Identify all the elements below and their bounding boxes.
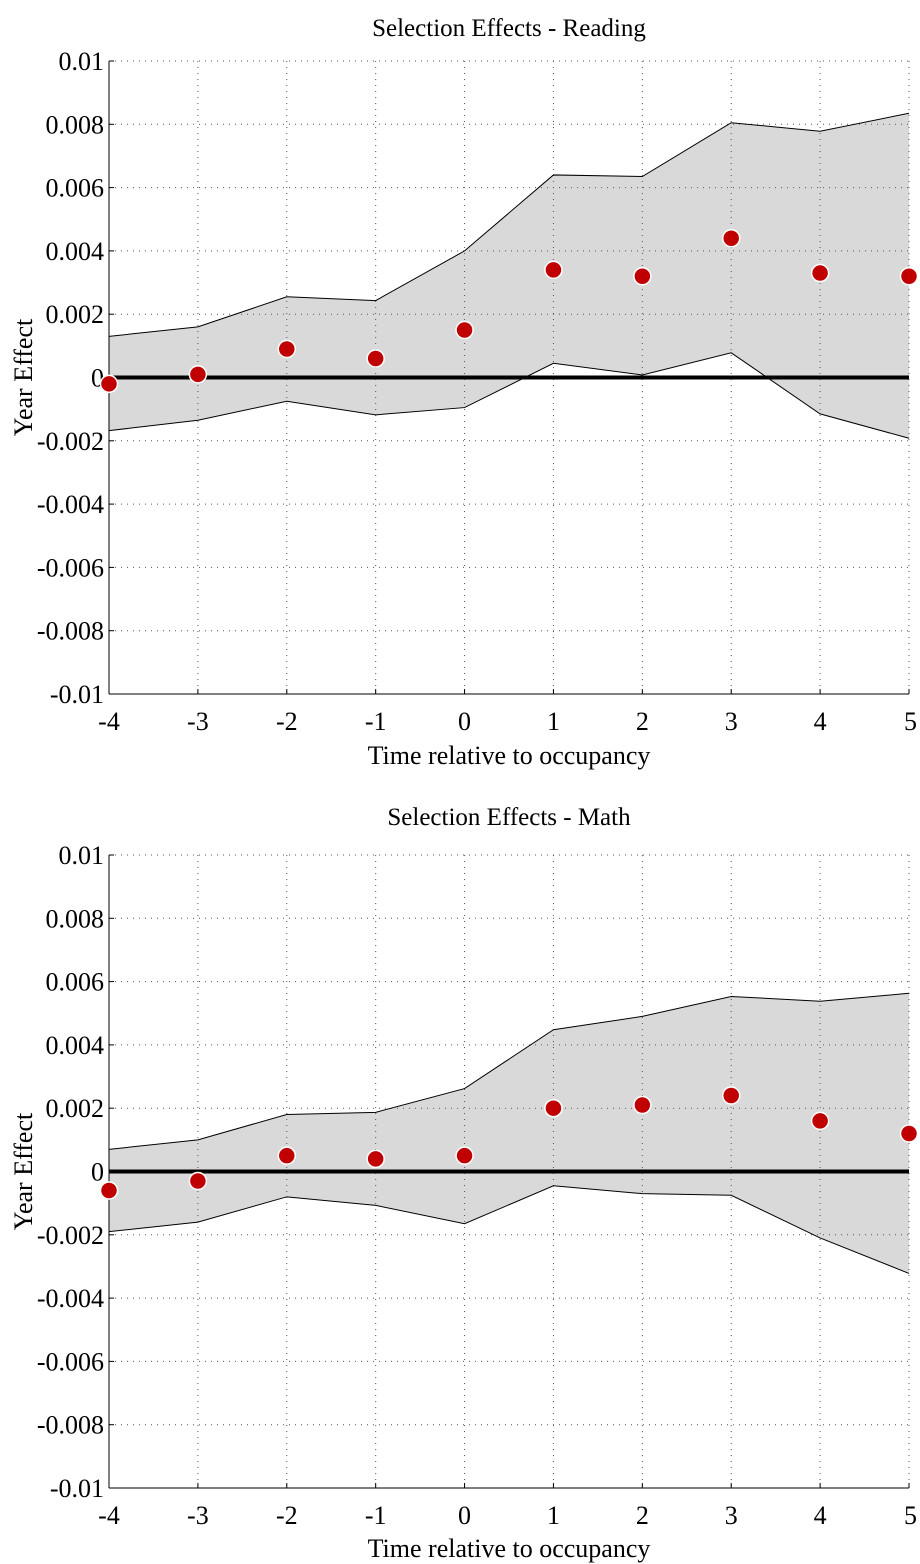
ci-lower-line [108,352,910,439]
data-point [455,1146,474,1165]
y-tick-label: -0.008 [37,617,104,646]
data-point [366,349,385,368]
x-tick-label: -2 [276,707,298,736]
x-axis-label: Time relative to occupancy [368,741,651,770]
y-tick-label: 0.01 [59,841,105,870]
data-point [99,374,119,394]
data-point [455,320,474,340]
data-point [366,1149,385,1169]
data-point [721,228,741,248]
y-tick-label: 0.008 [46,110,105,139]
y-tick-label: 0.008 [46,904,105,933]
data-point [899,266,919,286]
y-tick-label: 0.01 [59,47,105,76]
x-tick-label: 4 [814,707,827,736]
data-point [277,1146,297,1165]
y-axis-label: Year Effect [9,318,38,436]
confidence-band [109,993,909,1274]
y-tick-label: 0 [91,1158,104,1187]
data-point [544,260,563,280]
chart-reading: Selection Effects - Reading 0.01 0.008 0.00… [9,15,919,770]
x-tick-label: 5 [904,707,917,736]
y-tick-label: -0.002 [37,1221,104,1250]
data-point [188,365,208,384]
y-axis-label: Year Effect [9,1112,38,1230]
x-tick-label: -3 [187,1501,209,1530]
y-tick-label: -0.01 [50,680,104,709]
y-tick-label: -0.004 [37,490,104,519]
y-tick-label: 0.006 [46,968,105,997]
data-point [899,1124,919,1143]
data-point [99,1181,119,1200]
y-tick-label: 0.006 [46,174,105,203]
chart-title: Selection Effects - Math [387,804,631,831]
x-tick-label: 0 [458,707,471,736]
x-tick-label: -3 [187,707,209,736]
y-tick-label: 0.004 [46,1031,105,1060]
confidence-band [109,113,909,439]
data-point [810,263,830,283]
y-tick-label: 0.002 [46,1094,105,1123]
x-axis-label: Time relative to occupancy [368,1534,651,1563]
x-tick-label: 2 [636,707,649,736]
y-tick-label: 0.002 [46,300,105,329]
x-tick-label: -4 [98,707,120,736]
x-tick-label: -2 [276,1501,298,1530]
x-tick-label: -1 [365,707,387,736]
x-tick-label: 1 [547,1501,560,1530]
x-tick-label: 0 [458,1501,471,1530]
y-tick-label: -0.002 [37,427,104,456]
y-tick-label: -0.008 [37,1411,104,1440]
ci-lower-line [108,1185,910,1274]
data-point [633,266,652,286]
x-tick-label: 3 [725,707,738,736]
x-tick-label: 4 [814,1501,827,1530]
data-point [188,1171,208,1191]
data-point [721,1086,741,1105]
data-point [810,1111,830,1131]
data-point [544,1098,563,1118]
y-tick-label: -0.006 [37,553,104,582]
y-tick-label: -0.01 [50,1474,104,1503]
x-tick-label: -1 [365,1501,387,1530]
ci-upper-line [108,992,910,1150]
chart-math: Selection Effects - Math 0.01 0.008 0.006 0.… [9,804,919,1563]
ci-upper-line [108,112,910,337]
data-point [277,339,297,359]
y-tick-label: 0.004 [46,237,105,266]
data-point [633,1095,652,1115]
y-tick-label: -0.004 [37,1284,104,1313]
x-tick-label: 3 [725,1501,738,1530]
x-tick-label: 2 [636,1501,649,1530]
x-tick-label: 5 [904,1501,917,1530]
y-tick-label: -0.006 [37,1347,104,1376]
chart-title: Selection Effects - Reading [372,15,646,42]
x-tick-label: -4 [98,1501,120,1530]
x-tick-label: 1 [547,707,560,736]
